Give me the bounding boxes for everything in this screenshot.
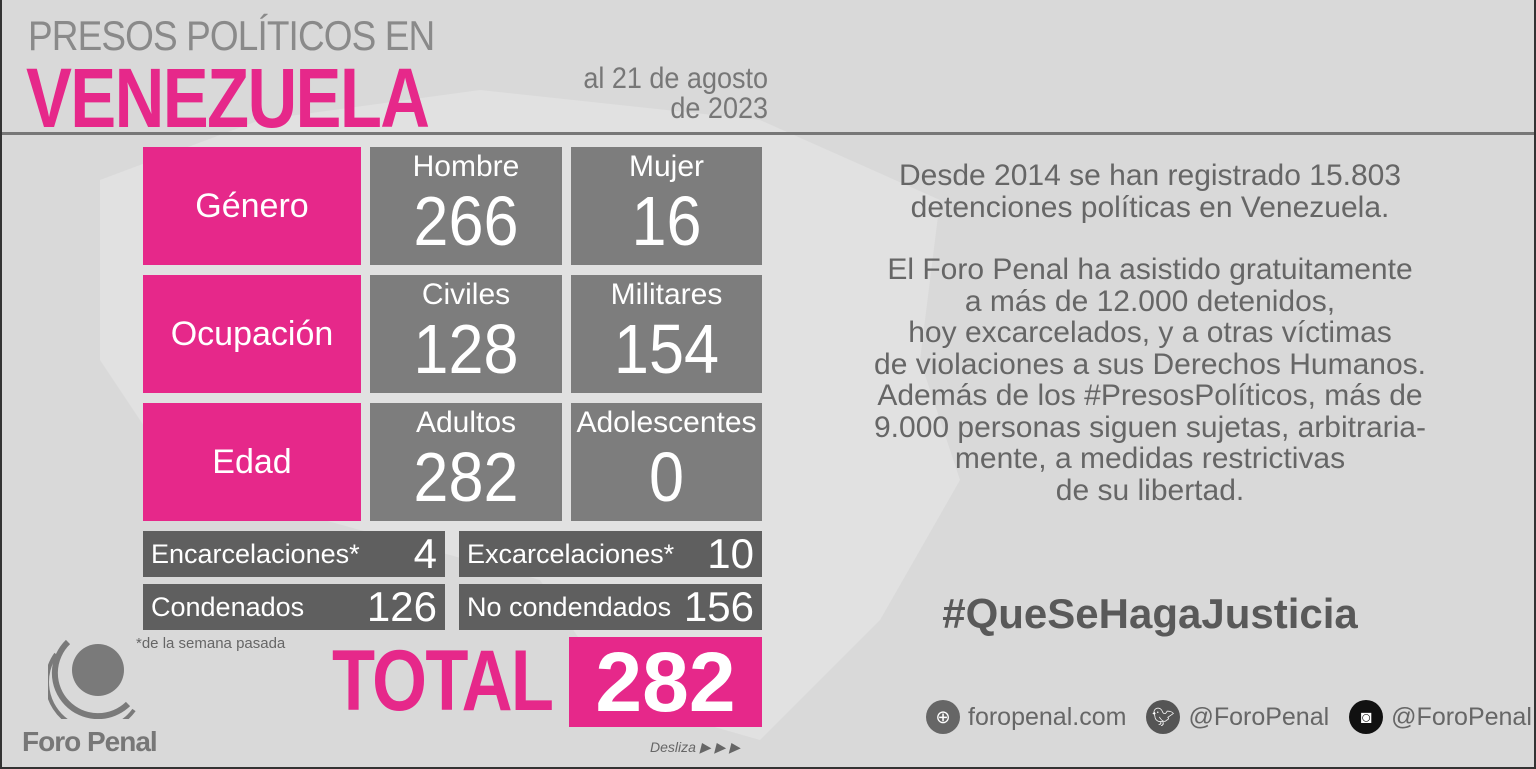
- stat-militares: Militares 154: [571, 275, 762, 393]
- website-link[interactable]: foropenal.com: [968, 702, 1127, 731]
- globe-icon: ⊕: [926, 700, 960, 734]
- hashtag: #QueSeHagaJusticia: [942, 590, 1358, 637]
- footnote: *de la semana pasada: [136, 635, 286, 652]
- stat-adultos: Adultos 282: [370, 403, 562, 521]
- instagram-handle[interactable]: @ForoPenal: [1391, 702, 1532, 731]
- stat-adolescentes: Adolescentes 0: [571, 403, 762, 521]
- total-label: TOTAL: [332, 633, 554, 729]
- title-venezuela: VENEZUELA: [26, 51, 430, 145]
- title-line1: PRESOS POLÍTICOS EN: [28, 12, 435, 59]
- twitter-handle[interactable]: @ForoPenal: [1188, 702, 1330, 731]
- instagram-icon: ◙: [1349, 700, 1384, 734]
- total-value: 282: [569, 635, 762, 729]
- stat-encarcelaciones: Encarcelaciones* 4: [143, 530, 445, 577]
- stat-hombre: Hombre 266: [370, 147, 562, 265]
- category-genero: Género: [143, 147, 361, 265]
- brand-name: Foro Penal: [22, 726, 158, 757]
- footer-links: ⊕ foropenal.com 🐦︎ @ForoPenal ◙ @ForoPen…: [926, 700, 1532, 734]
- divider: [0, 132, 1536, 135]
- category-ocupacion: Ocupación: [143, 275, 361, 393]
- stat-condenados: Condenados 126: [143, 583, 445, 630]
- stat-mujer: Mujer 16: [571, 147, 762, 265]
- stat-no-condenados: No condendados 156: [459, 583, 762, 630]
- stat-civiles: Civiles 128: [370, 275, 562, 393]
- stat-excarcelaciones: Excarcelaciones* 10: [459, 530, 762, 577]
- foro-penal-logo-icon: [48, 639, 136, 719]
- date: al 21 de agosto de 2023: [583, 62, 768, 125]
- twitter-icon: 🐦︎: [1146, 700, 1181, 734]
- info-text: Desde 2014 se han registrado 15.803 deten…: [874, 159, 1426, 507]
- swipe-hint[interactable]: Desliza ▶ ▶ ▶: [650, 739, 740, 755]
- category-edad: Edad: [143, 403, 361, 521]
